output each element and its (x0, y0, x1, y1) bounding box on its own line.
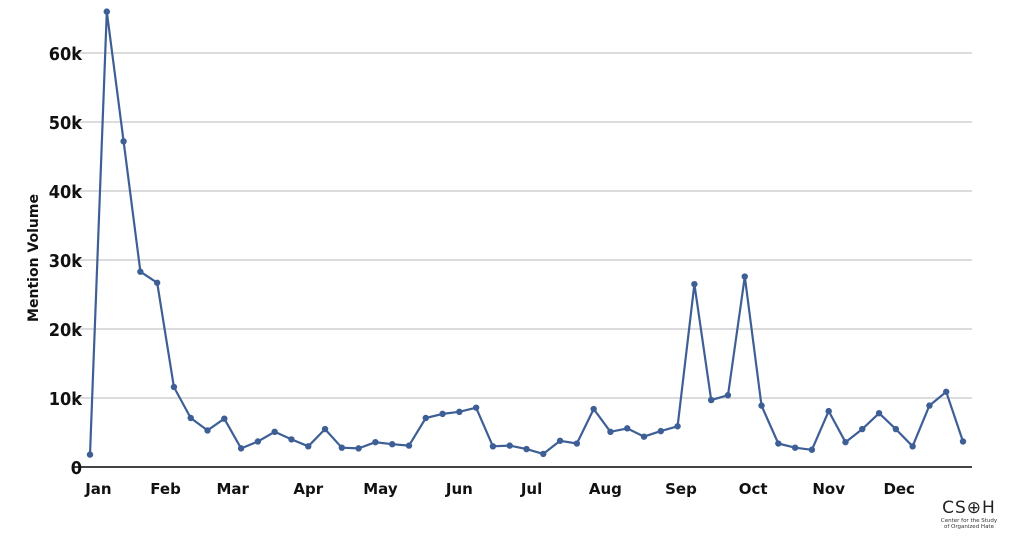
data-point (859, 425, 866, 433)
data-point (842, 438, 849, 446)
data-point (305, 443, 312, 450)
x-tick-label: Apr (293, 480, 323, 498)
data-point (640, 433, 648, 440)
x-tick-label: Dec (883, 480, 915, 498)
data-point (388, 441, 396, 448)
data-point (120, 138, 127, 145)
data-point (254, 438, 262, 445)
data-point (791, 444, 799, 451)
data-point (758, 402, 765, 409)
series-mention-volume (86, 8, 967, 458)
x-tick-label: Aug (589, 480, 622, 498)
data-point (489, 443, 497, 450)
logo-subtitle-1: Center for the Study (940, 518, 998, 524)
data-point (355, 445, 362, 452)
x-tick-label: May (363, 480, 398, 498)
data-point (187, 414, 194, 422)
data-point (170, 383, 178, 391)
x-tick-label: Feb (150, 480, 181, 498)
data-point (892, 425, 900, 433)
x-tick-label: Sep (665, 480, 697, 498)
csoh-logo: CS⊕H Center for the Study of Organized H… (924, 498, 1014, 530)
data-point (456, 408, 463, 415)
y-tick-label: 10k (49, 389, 84, 410)
data-point (523, 445, 530, 453)
data-point (137, 268, 144, 275)
series-line (88, 10, 965, 455)
data-point (338, 444, 346, 451)
y-tick-label: 20k (49, 320, 84, 341)
data-point (153, 279, 161, 286)
x-tick-label: Mar (216, 480, 249, 498)
y-tick-label: 60k (49, 44, 84, 65)
data-point (288, 436, 295, 443)
data-point (86, 451, 94, 458)
data-point (540, 450, 547, 458)
y-tick-label: 40k (49, 182, 84, 203)
data-point (506, 442, 513, 449)
data-point (321, 425, 329, 433)
data-point (422, 414, 429, 422)
data-point (607, 428, 614, 436)
data-point (624, 425, 631, 432)
data-point (674, 423, 681, 430)
x-tick-label: Nov (812, 480, 845, 498)
data-point (103, 8, 110, 15)
data-point (657, 427, 665, 435)
y-tick-label: 0 (71, 458, 82, 479)
data-point (875, 409, 883, 417)
data-point (439, 410, 446, 418)
data-point (372, 438, 379, 446)
logo-subtitle-2: of Organized Hate (944, 524, 994, 530)
data-point (808, 446, 816, 453)
data-point (237, 445, 245, 452)
x-tick-label: Jul (520, 480, 542, 498)
data-point (221, 415, 228, 422)
y-axis-ticks: 0 10k 20k 30k 40k 50k 60k (49, 44, 84, 479)
data-point (691, 280, 698, 288)
x-axis-ticks: Jan Feb Mar Apr May Jun Jul Aug Sep Oct Nov Dec (84, 480, 915, 498)
data-point (271, 428, 278, 436)
data-point (707, 396, 715, 404)
data-point (590, 405, 597, 413)
data-point (204, 427, 211, 434)
gridlines (72, 52, 972, 468)
data-point (959, 438, 967, 445)
data-point (472, 404, 480, 411)
logo-mark: CS⊕H (942, 498, 996, 518)
data-point (405, 442, 413, 449)
data-point (909, 443, 916, 450)
data-point (943, 388, 950, 395)
y-axis-label: Mention Volume (26, 194, 42, 322)
y-tick-label: 50k (49, 113, 84, 134)
x-tick-label: Oct (739, 480, 768, 498)
x-tick-label: Jun (445, 480, 473, 498)
data-point (724, 392, 732, 399)
data-point (825, 407, 832, 415)
data-point (573, 440, 581, 447)
data-point (926, 402, 933, 409)
data-point (741, 273, 748, 280)
x-tick-label: Jan (84, 480, 111, 498)
data-point (556, 437, 564, 444)
y-tick-label: 30k (49, 251, 84, 272)
data-point (775, 440, 782, 447)
